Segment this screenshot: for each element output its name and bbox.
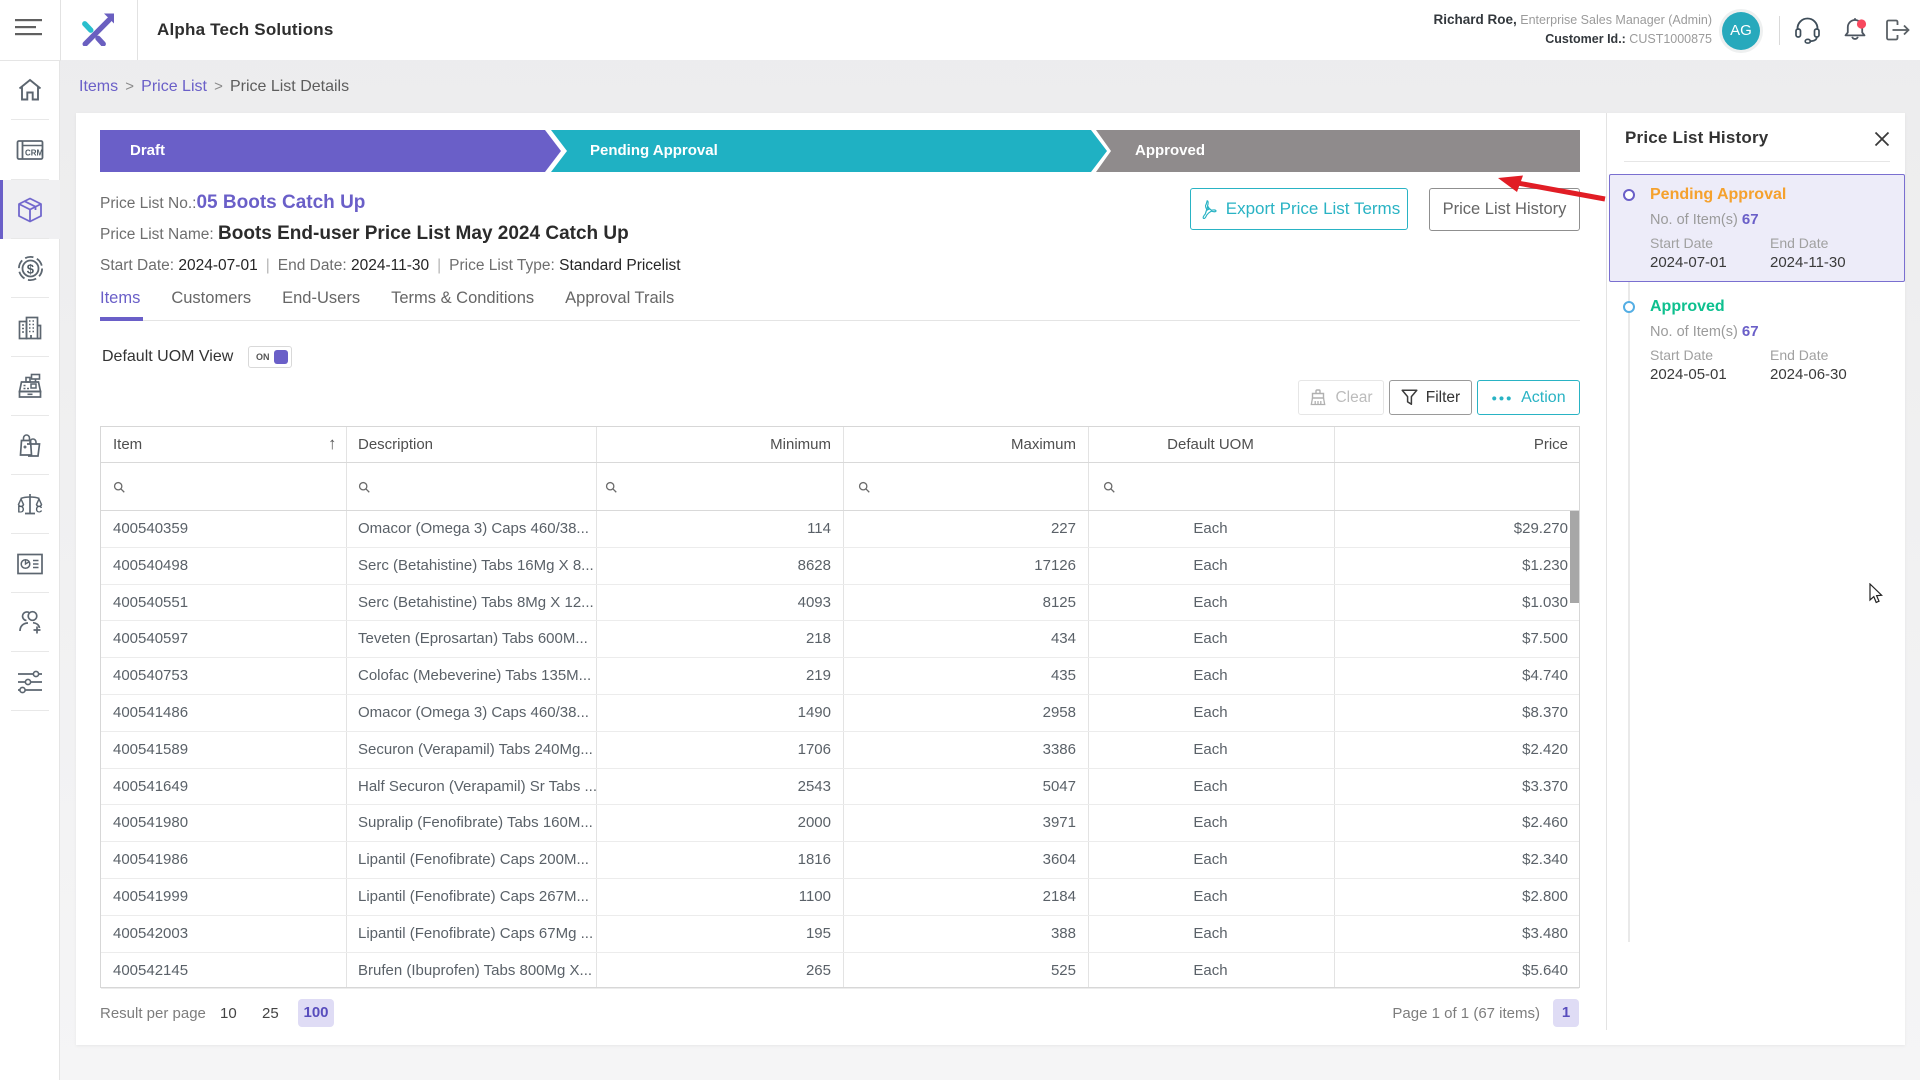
svg-text:$: $ [26, 261, 34, 276]
svg-text:CRM: CRM [25, 148, 44, 157]
svg-text:D: D [18, 504, 25, 515]
svg-text:C: C [36, 504, 43, 515]
